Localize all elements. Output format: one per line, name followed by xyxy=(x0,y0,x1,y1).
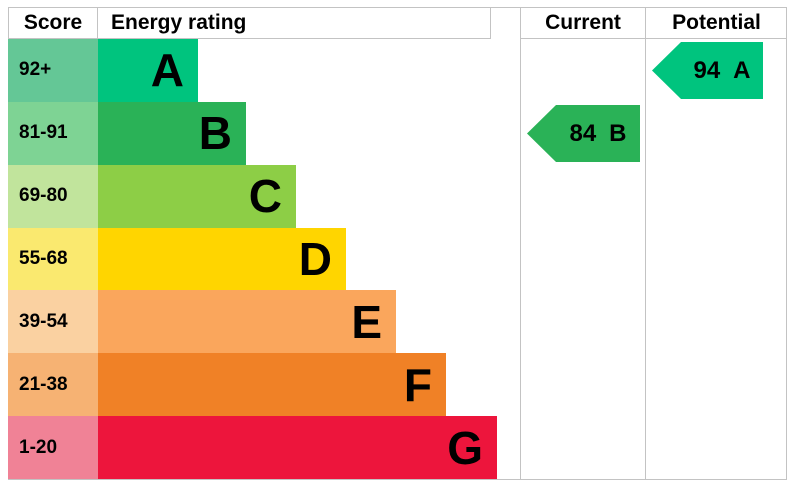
band-rows: 92+ A 81-91 B 69-80 C 55-68 D 39-54 E 21… xyxy=(8,39,787,480)
rating-bar: F xyxy=(98,353,446,417)
current-rating-value: 84 xyxy=(569,119,597,147)
current-rating-band: B xyxy=(609,119,627,147)
chart-header: Score Energy rating Current Potential xyxy=(8,8,787,39)
band-row-f: 21-38 F xyxy=(8,353,787,417)
score-cell: 81-91 xyxy=(8,101,98,165)
band-row-c: 69-80 C xyxy=(8,164,787,228)
score-cell: 21-38 xyxy=(8,353,98,417)
current-column-header: Current xyxy=(520,8,646,39)
rating-bar: B xyxy=(98,101,246,165)
rating-bar: D xyxy=(98,227,346,291)
band-row-e: 39-54 E xyxy=(8,290,787,354)
score-cell: 1-20 xyxy=(8,416,98,480)
potential-column-header: Potential xyxy=(646,8,787,39)
score-cell: 39-54 xyxy=(8,290,98,354)
score-cell: 69-80 xyxy=(8,164,98,228)
rating-bar: A xyxy=(98,39,198,102)
epc-chart: Score Energy rating Current Potential 92… xyxy=(8,7,787,480)
rating-bar: G xyxy=(98,416,497,480)
current-column xyxy=(520,8,646,479)
score-cell: 55-68 xyxy=(8,227,98,291)
potential-rating-value: 94 xyxy=(693,56,721,84)
score-column-header: Score xyxy=(8,8,98,39)
band-row-a: 92+ A xyxy=(8,39,787,102)
energy-rating-column-header: Energy rating xyxy=(98,8,491,39)
band-row-g: 1-20 G xyxy=(8,416,787,480)
band-row-b: 81-91 B xyxy=(8,101,787,165)
potential-rating-band: A xyxy=(733,56,751,84)
band-row-d: 55-68 D xyxy=(8,227,787,291)
rating-bar: C xyxy=(98,164,296,228)
potential-column xyxy=(646,8,787,479)
rating-bar: E xyxy=(98,290,396,354)
score-cell: 92+ xyxy=(8,39,98,102)
